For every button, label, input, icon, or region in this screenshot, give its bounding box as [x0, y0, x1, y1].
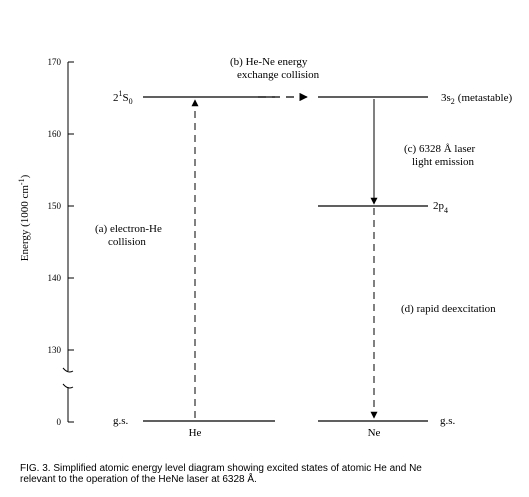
ne-lower-label: 2p4 [433, 200, 448, 215]
he-excited-label: 21S0 [113, 89, 133, 106]
ne-atom-label: Ne [368, 427, 381, 439]
caption-line-2: relevant to the operation of the HeNe la… [20, 474, 257, 485]
process-c-label: (c) 6328 Å laser light emission [404, 143, 476, 168]
figure-caption: FIG. 3. Simplified atomic energy level d… [20, 463, 520, 485]
tick-label-150: 150 [48, 201, 62, 211]
tick-label-0: 0 [57, 417, 62, 427]
tick-label-170: 170 [48, 57, 62, 67]
process-b-label: (b) He-Ne energy exchange collision [230, 56, 320, 81]
tick-label-160: 160 [48, 129, 62, 139]
caption-line-1: FIG. 3. Simplified atomic energy level d… [20, 463, 422, 474]
ne-upper-label: 3s2 (metastable) [441, 92, 512, 106]
he-atom-label: He [189, 427, 202, 439]
process-d-label: (d) rapid deexcitation [401, 303, 496, 315]
energy-axis: 170 160 150 140 130 0 Energy (1000 cm-1) [17, 57, 74, 427]
process-a-label: (a) electron-He collision [95, 223, 162, 248]
he-ground-label: g.s. [113, 415, 129, 427]
axis-title: Energy (1000 cm-1) [17, 174, 31, 261]
tick-label-140: 140 [48, 273, 62, 283]
tick-label-130: 130 [48, 345, 62, 355]
ne-ground-label: g.s. [440, 415, 456, 427]
